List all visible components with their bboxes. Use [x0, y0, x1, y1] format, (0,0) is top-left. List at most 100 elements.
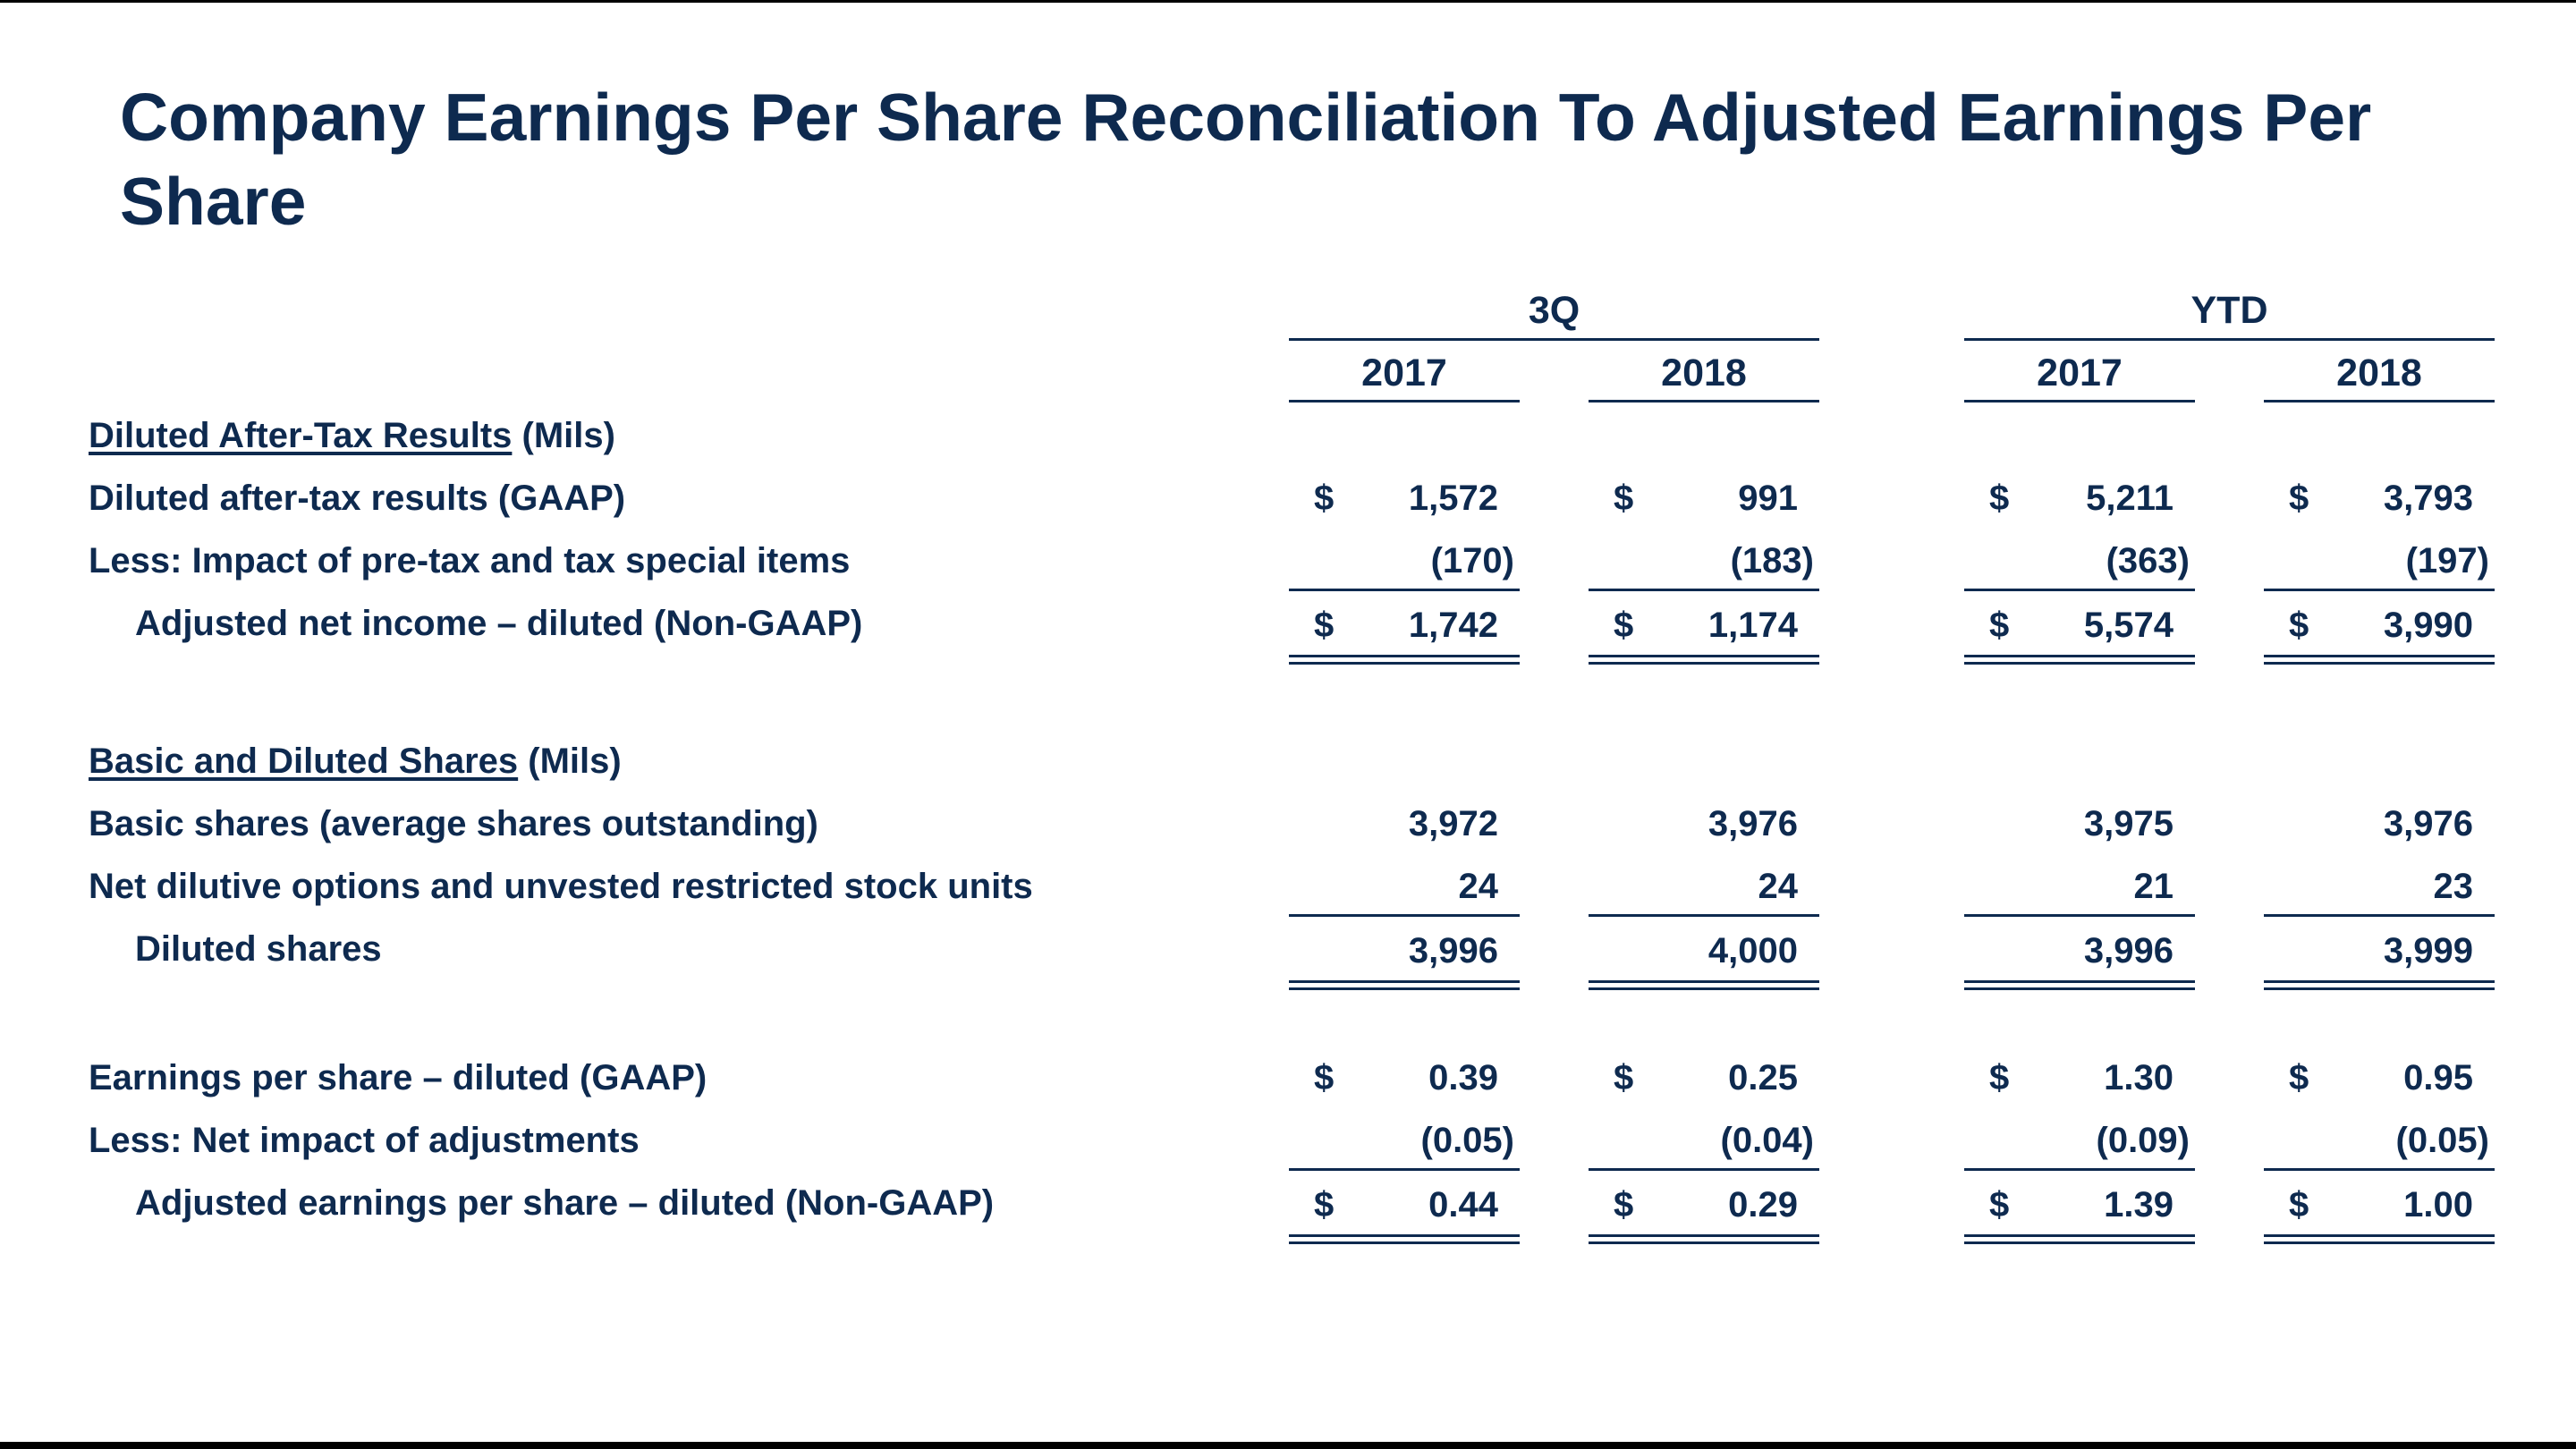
- row-label-net-impact: Less: Net impact of adjustments: [89, 1121, 640, 1160]
- dollar-sign: $: [2289, 1058, 2309, 1097]
- section-unit: (Mils): [528, 741, 622, 781]
- dollar-sign: $: [1614, 606, 1634, 645]
- row-label-basic-shares: Basic shares (average shares outstanding…: [89, 804, 818, 843]
- value-cell: 23: [2433, 867, 2474, 906]
- total-double-rule: [1289, 980, 1520, 990]
- header-ytd: YTD: [2190, 289, 2268, 332]
- value-cell: (0.05): [2395, 1121, 2490, 1160]
- subtotal-rule: [1964, 914, 2195, 917]
- subtotal-rule: [1589, 1168, 1819, 1171]
- dollar-sign: $: [2289, 479, 2309, 518]
- value-cell: 3,996: [2083, 931, 2174, 970]
- section-heading-shares: Basic and Diluted Shares (Mils): [89, 740, 622, 783]
- total-double-rule: [2264, 1234, 2495, 1244]
- year-header-3q-2017: 2017: [1361, 352, 1447, 394]
- value-cell: 24: [1458, 867, 1499, 906]
- value-cell: 1,742: [1408, 606, 1498, 645]
- dollar-sign: $: [1989, 1185, 2010, 1224]
- row-label-adjusted-eps: Adjusted earnings per share – diluted (N…: [135, 1183, 995, 1223]
- value-cell: 4,000: [1707, 931, 1798, 970]
- value-cell: 0.29: [1728, 1185, 1798, 1224]
- row-label-diluted-shares: Diluted shares: [135, 929, 382, 969]
- value-cell: (170): [1430, 541, 1514, 580]
- subtotal-rule: [2264, 589, 2495, 591]
- value-cell: 21: [2133, 867, 2174, 906]
- value-cell: 0.44: [1428, 1185, 1498, 1224]
- section-heading-text: Diluted After-Tax Results: [89, 416, 513, 455]
- dollar-sign: $: [2289, 606, 2309, 645]
- total-double-rule: [1289, 1234, 1520, 1244]
- value-cell: 3,793: [2383, 479, 2473, 518]
- dollar-sign: $: [1989, 1058, 2010, 1097]
- year-rule: [2264, 400, 2495, 402]
- value-cell: 3,972: [1408, 804, 1498, 843]
- header-ytd-rule: [1964, 338, 2495, 341]
- subtotal-rule: [2264, 914, 2495, 917]
- value-cell: 24: [1758, 867, 1799, 906]
- subtotal-rule: [2264, 1168, 2495, 1171]
- total-double-rule: [2264, 655, 2495, 665]
- value-cell: (197): [2405, 541, 2489, 580]
- year-rule: [1289, 400, 1520, 402]
- subtotal-rule: [1589, 914, 1819, 917]
- value-cell: 3,996: [1408, 931, 1498, 970]
- subtotal-rule: [1289, 1168, 1520, 1171]
- total-double-rule: [1589, 655, 1819, 665]
- value-cell: 1.30: [2104, 1058, 2174, 1097]
- subtotal-rule: [1289, 589, 1520, 591]
- top-border: [0, 0, 2576, 3]
- value-cell: (363): [2106, 541, 2190, 580]
- dollar-sign: $: [1314, 479, 1335, 518]
- total-double-rule: [1589, 1234, 1819, 1244]
- value-cell: 1.39: [2104, 1185, 2174, 1224]
- subtotal-rule: [1964, 589, 2195, 591]
- dollar-sign: $: [2289, 1185, 2309, 1224]
- total-double-rule: [1589, 980, 1819, 990]
- row-label-diluted-after-tax: Diluted after-tax results (GAAP): [89, 479, 626, 518]
- year-header-ytd-2018: 2018: [2336, 352, 2422, 394]
- year-rule: [1589, 400, 1819, 402]
- value-cell: 1,572: [1408, 479, 1498, 518]
- year-header-3q-2018: 2018: [1661, 352, 1747, 394]
- value-cell: 1,174: [1707, 606, 1798, 645]
- value-cell: 991: [1738, 479, 1798, 518]
- dollar-sign: $: [1614, 1058, 1634, 1097]
- total-double-rule: [1964, 655, 2195, 665]
- value-cell: (0.09): [2096, 1121, 2190, 1160]
- value-cell: 1.00: [2403, 1185, 2473, 1224]
- dollar-sign: $: [1989, 606, 2010, 645]
- subtotal-rule: [1964, 1168, 2195, 1171]
- subtotal-rule: [1589, 589, 1819, 591]
- year-rule: [1964, 400, 2195, 402]
- value-cell: 0.39: [1428, 1058, 1498, 1097]
- value-cell: 3,976: [2383, 804, 2473, 843]
- bottom-border: [0, 1442, 2576, 1449]
- value-cell: 5,211: [2086, 479, 2174, 518]
- value-cell: 3,999: [2383, 931, 2473, 970]
- value-cell: (183): [1730, 541, 1814, 580]
- page-title: Company Earnings Per Share Reconciliatio…: [120, 80, 2372, 239]
- section-unit: (Mils): [521, 416, 615, 455]
- header-3q: 3Q: [1528, 289, 1580, 332]
- row-label-net-dilutive: Net dilutive options and unvested restri…: [89, 867, 1033, 906]
- value-cell: 5,574: [2083, 606, 2174, 645]
- year-header-ytd-2017: 2017: [2037, 352, 2123, 394]
- total-double-rule: [2264, 980, 2495, 990]
- value-cell: 0.95: [2403, 1058, 2473, 1097]
- value-cell: 0.25: [1728, 1058, 1798, 1097]
- row-label-special-items: Less: Impact of pre-tax and tax special …: [89, 541, 851, 580]
- row-label-eps-gaap: Earnings per share – diluted (GAAP): [89, 1058, 708, 1097]
- header-3q-rule: [1289, 338, 1819, 341]
- dollar-sign: $: [1614, 1185, 1634, 1224]
- section-heading-text: Basic and Diluted Shares: [89, 741, 519, 781]
- dollar-sign: $: [1314, 1185, 1335, 1224]
- dollar-sign: $: [1314, 606, 1335, 645]
- dollar-sign: $: [1614, 479, 1634, 518]
- section-heading-after-tax: Diluted After-Tax Results (Mils): [89, 414, 615, 457]
- value-cell: 3,975: [2083, 804, 2174, 843]
- dollar-sign: $: [1314, 1058, 1335, 1097]
- total-double-rule: [1289, 655, 1520, 665]
- value-cell: (0.05): [1420, 1121, 1515, 1160]
- dollar-sign: $: [1989, 479, 2010, 518]
- total-double-rule: [1964, 1234, 2195, 1244]
